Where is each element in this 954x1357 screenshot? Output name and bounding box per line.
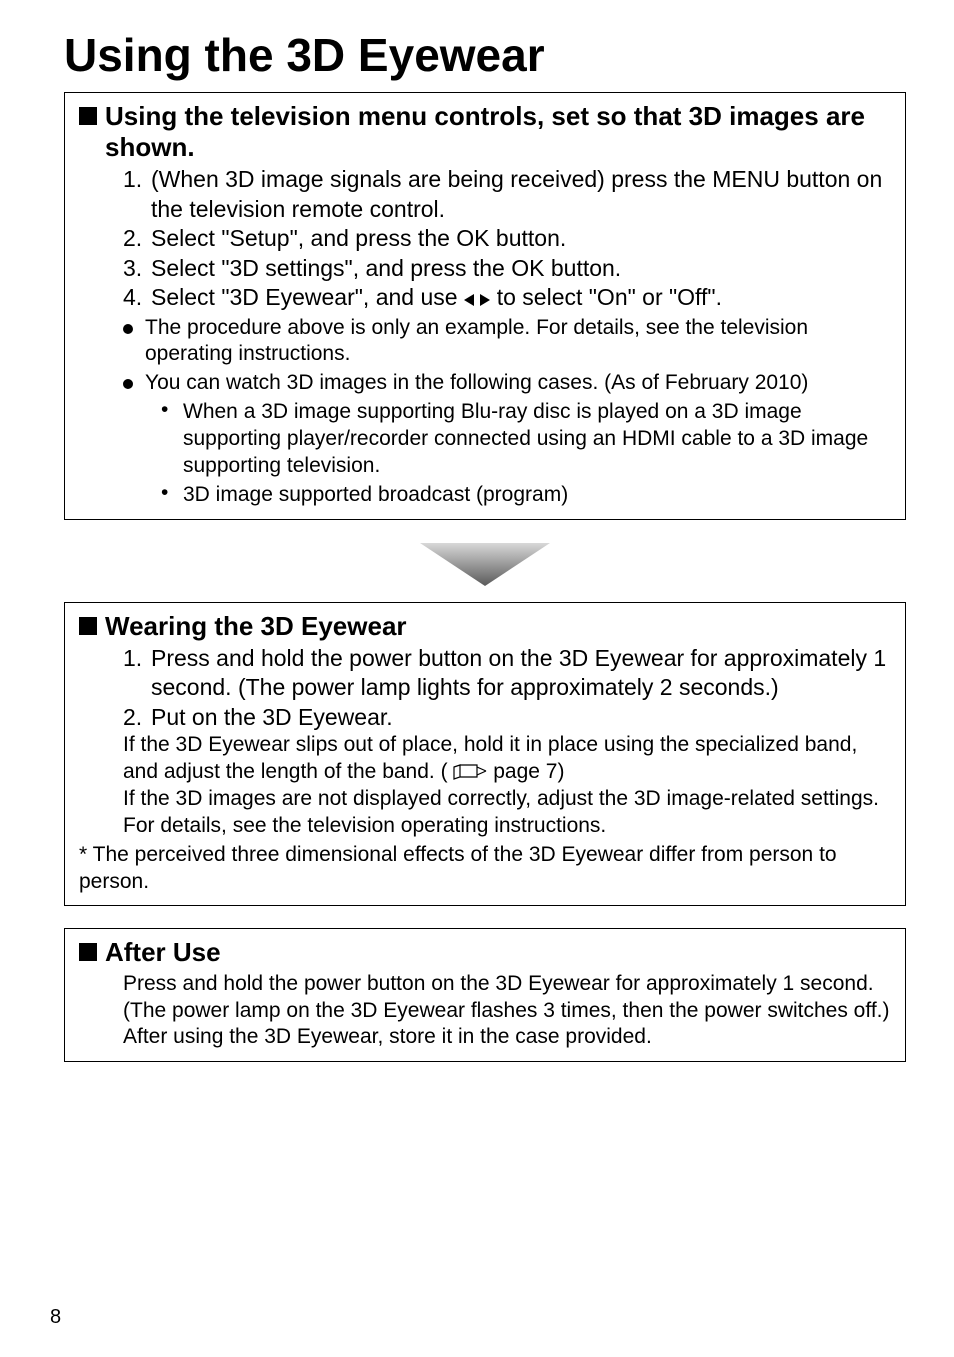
- ordered-steps: 1. (When 3D image signals are being rece…: [123, 165, 891, 312]
- note-display: If the 3D images are not displayed corre…: [123, 786, 891, 840]
- step-number: 2.: [123, 224, 151, 253]
- right-arrow-icon: [480, 294, 490, 306]
- bullet-dot-icon: [123, 370, 145, 397]
- square-bullet-icon: [79, 617, 97, 635]
- note-text-post: page 7): [487, 760, 564, 783]
- step-number: 2.: [123, 703, 151, 732]
- ordered-steps: 1. Press and hold the power button on th…: [123, 644, 891, 732]
- step-2: 2. Put on the 3D Eyewear.: [123, 703, 891, 732]
- note-band: If the 3D Eyewear slips out of place, ho…: [123, 732, 891, 786]
- bullet-notes: The procedure above is only an example. …: [123, 315, 891, 398]
- step-text: Press and hold the power button on the 3…: [151, 644, 891, 703]
- section-heading: Using the television menu controls, set …: [105, 101, 891, 163]
- after-use-body: Press and hold the power button on the 3…: [123, 971, 891, 1052]
- left-arrow-icon: [464, 294, 474, 306]
- bullet-text: The procedure above is only an example. …: [145, 315, 891, 369]
- sub-bullet-dot-icon: •: [161, 482, 183, 509]
- step-1: 1. Press and hold the power button on th…: [123, 644, 891, 703]
- bullet-dot-icon: [123, 315, 145, 369]
- page-title: Using the 3D Eyewear: [64, 28, 906, 82]
- manual-page: Using the 3D Eyewear Using the televisio…: [0, 0, 954, 1357]
- section-heading-row: Wearing the 3D Eyewear: [79, 611, 891, 642]
- step-text: Put on the 3D Eyewear.: [151, 703, 891, 732]
- step-number: 3.: [123, 254, 151, 283]
- down-arrow-icon: [420, 538, 550, 588]
- spacer: [64, 906, 906, 928]
- step-number: 1.: [123, 644, 151, 703]
- sub-bullet-notes: • When a 3D image supporting Blu-ray dis…: [161, 399, 891, 509]
- sub-bullet-text: 3D image supported broadcast (program): [183, 482, 568, 509]
- footnote: * The perceived three dimensional effect…: [79, 842, 891, 896]
- down-arrow-divider: [64, 520, 906, 602]
- step-2: 2. Select "Setup", and press the OK butt…: [123, 224, 891, 253]
- sub-bullet-text: When a 3D image supporting Blu-ray disc …: [183, 399, 891, 480]
- section-wearing: Wearing the 3D Eyewear 1. Press and hold…: [64, 602, 906, 907]
- section-heading: Wearing the 3D Eyewear: [105, 611, 407, 642]
- step-text: (When 3D image signals are being receive…: [151, 165, 891, 224]
- square-bullet-icon: [79, 107, 97, 125]
- page-ref-icon: [453, 764, 487, 780]
- section-heading-row: Using the television menu controls, set …: [79, 101, 891, 163]
- sub-bullet-item: • When a 3D image supporting Blu-ray dis…: [161, 399, 891, 480]
- step-text: Select "3D Eyewear", and use to select "…: [151, 283, 891, 312]
- section-after-use: After Use Press and hold the power butto…: [64, 928, 906, 1062]
- step-text: Select "Setup", and press the OK button.: [151, 224, 891, 253]
- step-text-post: to select "On" or "Off".: [490, 284, 722, 310]
- sub-bullet-dot-icon: •: [161, 399, 183, 480]
- section-heading: After Use: [105, 937, 221, 968]
- step-4: 4. Select "3D Eyewear", and use to selec…: [123, 283, 891, 312]
- square-bullet-icon: [79, 943, 97, 961]
- section-tv-menu: Using the television menu controls, set …: [64, 92, 906, 520]
- step-text-pre: Select "3D Eyewear", and use: [151, 284, 464, 310]
- step-text: Select "3D settings", and press the OK b…: [151, 254, 891, 283]
- bullet-item: The procedure above is only an example. …: [123, 315, 891, 369]
- page-number: 8: [50, 1306, 61, 1329]
- sub-bullet-item: • 3D image supported broadcast (program): [161, 482, 891, 509]
- step-3: 3. Select "3D settings", and press the O…: [123, 254, 891, 283]
- step-number: 4.: [123, 283, 151, 312]
- bullet-item: You can watch 3D images in the following…: [123, 370, 891, 397]
- section-heading-row: After Use: [79, 937, 891, 968]
- step-1: 1. (When 3D image signals are being rece…: [123, 165, 891, 224]
- bullet-text: You can watch 3D images in the following…: [145, 370, 808, 397]
- step-number: 1.: [123, 165, 151, 224]
